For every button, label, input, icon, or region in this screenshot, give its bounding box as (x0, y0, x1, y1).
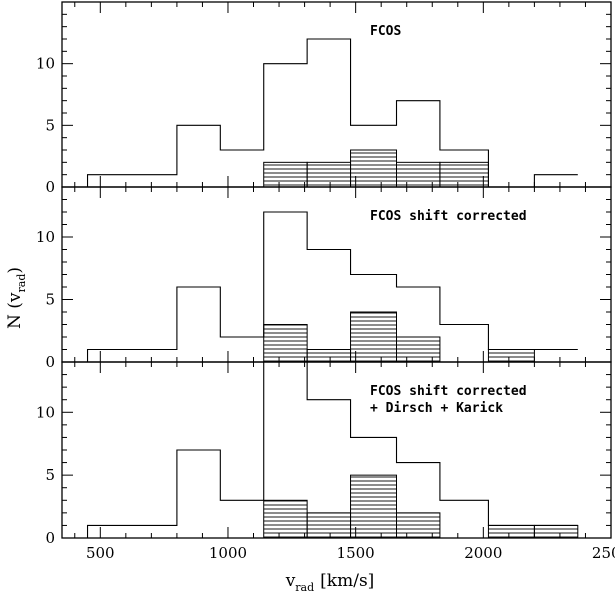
histogram-bar (220, 337, 263, 362)
histogram-bar (88, 525, 177, 538)
panel-frame (61, 1, 612, 188)
x-tick-label: 2000 (464, 544, 502, 562)
panel-label: FCOS shift corrected (370, 209, 527, 224)
y-tick-label: 0 (45, 353, 55, 371)
outline-series (86, 361, 578, 538)
y-tick-label: 10 (36, 228, 55, 246)
histogram-bar (307, 250, 350, 363)
panel-frame (61, 361, 612, 539)
histogram-bar (177, 287, 220, 362)
y-tick-label: 5 (45, 291, 55, 309)
y-tick-label: 10 (36, 55, 55, 73)
hatched-bar (396, 336, 441, 363)
histogram-bar (88, 350, 177, 363)
hatched-bar (439, 161, 489, 188)
y-tick-label: 5 (45, 116, 55, 134)
hatched-bar (487, 524, 535, 539)
y-tick-label: 0 (45, 529, 55, 547)
hatched-bar (350, 149, 398, 188)
y-tick-label: 5 (45, 466, 55, 484)
x-tick-label: 2500 (592, 544, 615, 562)
hatched-bar (306, 512, 352, 539)
panel-1: 0 5 10 FCOS (36, 1, 612, 196)
panel-frame (61, 186, 612, 363)
x-axis-title: vrad [km/s] (285, 571, 375, 594)
x-tick-label: 500 (86, 544, 115, 562)
hatched-series (263, 474, 579, 539)
panel-label: FCOS shift corrected (370, 384, 527, 399)
hatched-bar (306, 349, 352, 363)
y-tick-label: 10 (36, 403, 55, 421)
hatched-bar (533, 524, 579, 539)
histogram-bar (220, 500, 263, 538)
hatched-bar (350, 311, 398, 363)
y-tick-label: 0 (45, 178, 55, 196)
histogram-bar (177, 125, 220, 187)
histogram-bar (440, 325, 489, 363)
hatched-bar (487, 349, 535, 363)
panel-2: 0 5 10 FCOS shift corrected (36, 186, 612, 371)
hatched-bar (263, 499, 308, 539)
histogram-bar (177, 450, 220, 538)
hatched-series (263, 311, 535, 363)
hatched-bar (263, 161, 308, 188)
histogram-outline (86, 211, 578, 362)
x-tick-label: 1500 (337, 544, 375, 562)
histogram-bar (534, 350, 577, 363)
hatched-bar (396, 161, 441, 188)
histogram-bar (534, 175, 577, 187)
x-tick-label: 1000 (209, 544, 247, 562)
x-tick-labels: 500 1000 1500 2000 2500 (86, 544, 615, 562)
outline-series (86, 211, 578, 363)
histogram-bar (440, 500, 489, 538)
hatched-bar (263, 324, 308, 363)
hatched-bar (396, 512, 441, 539)
hatched-series (263, 149, 489, 188)
hatched-bar (306, 161, 352, 188)
panel-label: + Dirsch + Karick (370, 401, 503, 416)
hatched-bar (350, 474, 398, 539)
histogram-bar (88, 175, 177, 187)
panel-3: 0 5 10 FCOS shift corrected + Dirsch + Karic… (36, 361, 612, 547)
y-axis-title: N (vrad) (5, 267, 28, 329)
histogram-bar (220, 150, 263, 187)
panel-label: FCOS (370, 24, 401, 39)
histogram-outline (86, 361, 578, 538)
